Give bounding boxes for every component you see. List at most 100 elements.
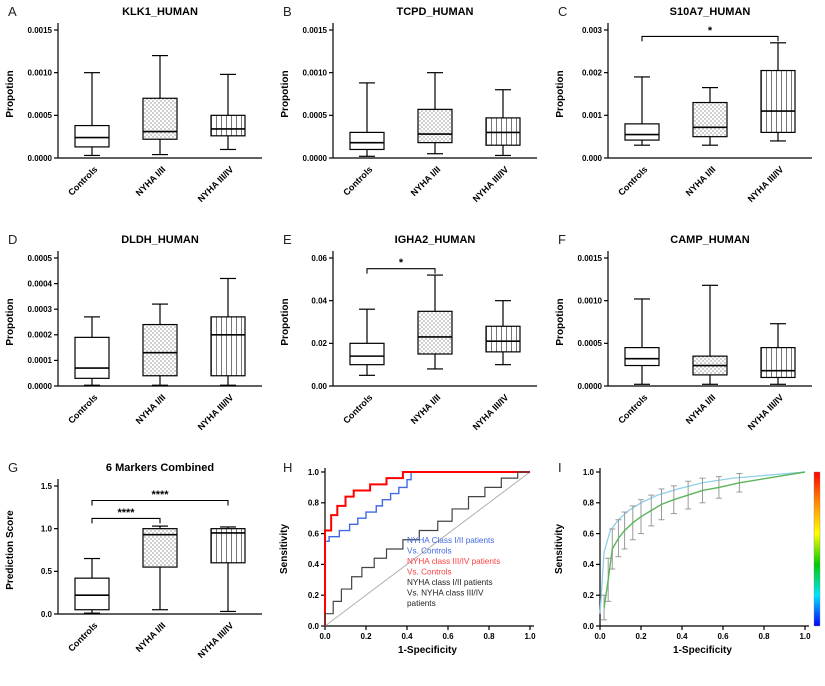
svg-text:0.000: 0.000 xyxy=(582,154,603,163)
svg-text:0.0010: 0.0010 xyxy=(578,296,603,305)
svg-text:NYHA I/II: NYHA I/II xyxy=(409,164,443,198)
svg-text:Propotion: Propotion xyxy=(5,70,16,117)
svg-text:Propotion: Propotion xyxy=(280,70,291,117)
svg-text:0.0015: 0.0015 xyxy=(28,26,53,35)
svg-text:CAMP_HUMAN: CAMP_HUMAN xyxy=(670,234,750,246)
svg-text:IGHA2_HUMAN: IGHA2_HUMAN xyxy=(395,234,476,246)
svg-text:NYHA III/IV: NYHA III/IV xyxy=(471,164,511,204)
svg-text:NYHA I/II: NYHA I/II xyxy=(134,164,168,198)
svg-text:NYHA III/IV: NYHA III/IV xyxy=(746,392,786,432)
boxplot-tcpd-human: TCPD_HUMAN Propotion 0.0000 0.0005 0.0010 0.0… xyxy=(280,6,537,204)
svg-text:0.2: 0.2 xyxy=(308,591,320,600)
svg-text:0.0005: 0.0005 xyxy=(28,254,53,263)
svg-text:Controls: Controls xyxy=(616,392,649,425)
svg-text:0.0000: 0.0000 xyxy=(578,382,603,391)
svg-text:Vs. Controls: Vs. Controls xyxy=(407,567,452,576)
svg-text:Vs. Controls: Vs. Controls xyxy=(407,546,452,555)
svg-text:NYHA III/IV: NYHA III/IV xyxy=(746,164,786,204)
svg-text:0.0005: 0.0005 xyxy=(28,111,53,120)
svg-text:1.0: 1.0 xyxy=(799,632,811,641)
svg-text:0.2: 0.2 xyxy=(583,591,595,600)
svg-text:Controls: Controls xyxy=(66,164,99,197)
svg-text:*: * xyxy=(399,257,404,269)
svg-text:0.0000: 0.0000 xyxy=(303,154,328,163)
svg-text:Controls: Controls xyxy=(341,164,374,197)
svg-text:****: **** xyxy=(151,489,169,501)
panel-letter-b: B xyxy=(283,4,292,19)
panel-letter-e: E xyxy=(283,232,292,247)
panel-d: D DLDH_HUMAN Propotion 0.0000 0.0001 0.0002 0… xyxy=(0,228,275,456)
svg-text:0.0015: 0.0015 xyxy=(303,26,328,35)
svg-text:S10A7_HUMAN: S10A7_HUMAN xyxy=(670,6,751,18)
panel-b: B TCPD_HUMAN Propotion 0.0000 0.0005 0.0010 0… xyxy=(275,0,550,228)
svg-text:NYHA I/II: NYHA I/II xyxy=(134,392,168,426)
svg-text:Sensitivity: Sensitivity xyxy=(554,524,565,574)
svg-text:****: **** xyxy=(117,507,135,519)
svg-text:1.0: 1.0 xyxy=(308,468,320,477)
svg-text:0.0: 0.0 xyxy=(594,632,606,641)
svg-text:0.0004: 0.0004 xyxy=(28,279,53,288)
svg-text:1-Specificity: 1-Specificity xyxy=(398,645,457,656)
boxplot-s10a7-human: S10A7_HUMAN Propotion 0.000 0.001 0.002 0.003… xyxy=(555,6,812,204)
svg-text:NYHA III/IV: NYHA III/IV xyxy=(471,392,511,432)
svg-text:0.0003: 0.0003 xyxy=(28,305,53,314)
svg-text:0.0000: 0.0000 xyxy=(28,382,53,391)
svg-text:DLDH_HUMAN: DLDH_HUMAN xyxy=(121,234,199,246)
svg-text:Controls: Controls xyxy=(66,392,99,425)
boxplot-igha2-human: IGHA2_HUMAN Propotion 0.00 0.02 0.04 0.06 Cont… xyxy=(280,234,537,432)
svg-text:NYHA I/II: NYHA I/II xyxy=(684,392,718,426)
svg-text:0.0010: 0.0010 xyxy=(28,68,53,77)
svg-text:Controls: Controls xyxy=(66,620,99,653)
boxplot-markers-combined: 6 Markers Combined Prediction Score 0.0 0.5… xyxy=(5,462,262,660)
svg-text:TCPD_HUMAN: TCPD_HUMAN xyxy=(397,6,474,18)
svg-text:0.8: 0.8 xyxy=(483,632,495,641)
svg-text:NYHA class I/II patients: NYHA class I/II patients xyxy=(407,578,493,587)
svg-text:0.6: 0.6 xyxy=(442,632,454,641)
svg-text:0.4: 0.4 xyxy=(308,560,320,569)
svg-text:0.0001: 0.0001 xyxy=(28,356,53,365)
svg-text:0.0010: 0.0010 xyxy=(303,68,328,77)
panel-g: G 6 Markers Combined Prediction Score 0.0 0… xyxy=(0,456,275,686)
panel-letter-f: F xyxy=(558,232,566,247)
svg-text:0.0: 0.0 xyxy=(583,622,595,631)
svg-text:0.04: 0.04 xyxy=(311,296,327,305)
svg-text:NYHA I/II: NYHA I/II xyxy=(134,620,168,654)
svg-text:NYHA III/IV: NYHA III/IV xyxy=(196,620,236,660)
svg-text:1-Specificity: 1-Specificity xyxy=(673,645,732,656)
svg-text:KLK1_HUMAN: KLK1_HUMAN xyxy=(122,6,198,18)
svg-text:0.6: 0.6 xyxy=(717,632,729,641)
svg-text:NYHA Class I/II patients: NYHA Class I/II patients xyxy=(407,536,494,545)
panel-h: H 0.0 0.2 0.4 0.6 0.8 1.0 0.0 0.2 0.4 0.6 0.8 1.0 1-… xyxy=(275,456,550,686)
svg-text:0.0005: 0.0005 xyxy=(303,111,328,120)
svg-text:NYHA class III/IV patients: NYHA class III/IV patients xyxy=(407,557,500,566)
boxplot-camp-human: CAMP_HUMAN Propotion 0.0000 0.0005 0.0010 0.0… xyxy=(555,234,812,432)
svg-text:Propotion: Propotion xyxy=(555,298,566,345)
svg-text:0.4: 0.4 xyxy=(583,560,595,569)
svg-text:0.0: 0.0 xyxy=(319,632,331,641)
svg-text:1.5: 1.5 xyxy=(41,482,53,491)
svg-text:1.0: 1.0 xyxy=(524,632,536,641)
panel-f: F CAMP_HUMAN Propotion 0.0000 0.0005 0.0010 0… xyxy=(550,228,825,456)
svg-text:6 Markers Combined: 6 Markers Combined xyxy=(106,462,214,474)
svg-text:0.2: 0.2 xyxy=(635,632,647,641)
svg-text:0.0002: 0.0002 xyxy=(28,331,53,340)
svg-text:0.4: 0.4 xyxy=(676,632,688,641)
roc-ci-chart: 0.0 0.2 0.4 0.6 0.8 1.0 0.0 0.2 0.4 0.6 0.8 1.0 1-Sp… xyxy=(554,468,821,656)
svg-text:0.06: 0.06 xyxy=(311,254,327,263)
roc-curves-chart: 0.0 0.2 0.4 0.6 0.8 1.0 0.0 0.2 0.4 0.6 0.8 1.0 1-Sp… xyxy=(279,468,536,656)
svg-text:0.001: 0.001 xyxy=(582,111,603,120)
svg-text:0.0: 0.0 xyxy=(308,622,320,631)
svg-text:0.0005: 0.0005 xyxy=(578,339,603,348)
svg-text:Propotion: Propotion xyxy=(280,298,291,345)
svg-text:0.8: 0.8 xyxy=(583,499,595,508)
svg-text:0.5: 0.5 xyxy=(41,567,53,576)
svg-text:0.2: 0.2 xyxy=(360,632,372,641)
svg-text:0.8: 0.8 xyxy=(308,499,320,508)
svg-text:0.00: 0.00 xyxy=(311,382,327,391)
svg-text:NYHA I/II: NYHA I/II xyxy=(409,392,443,426)
svg-text:Propotion: Propotion xyxy=(555,70,566,117)
svg-text:Controls: Controls xyxy=(616,164,649,197)
panel-letter-a: A xyxy=(8,4,17,19)
panel-i: I 0.0 0.2 0.4 0.6 0.8 1.0 0.0 0.2 0.4 0.6 0.8 1.0 1-… xyxy=(550,456,825,686)
